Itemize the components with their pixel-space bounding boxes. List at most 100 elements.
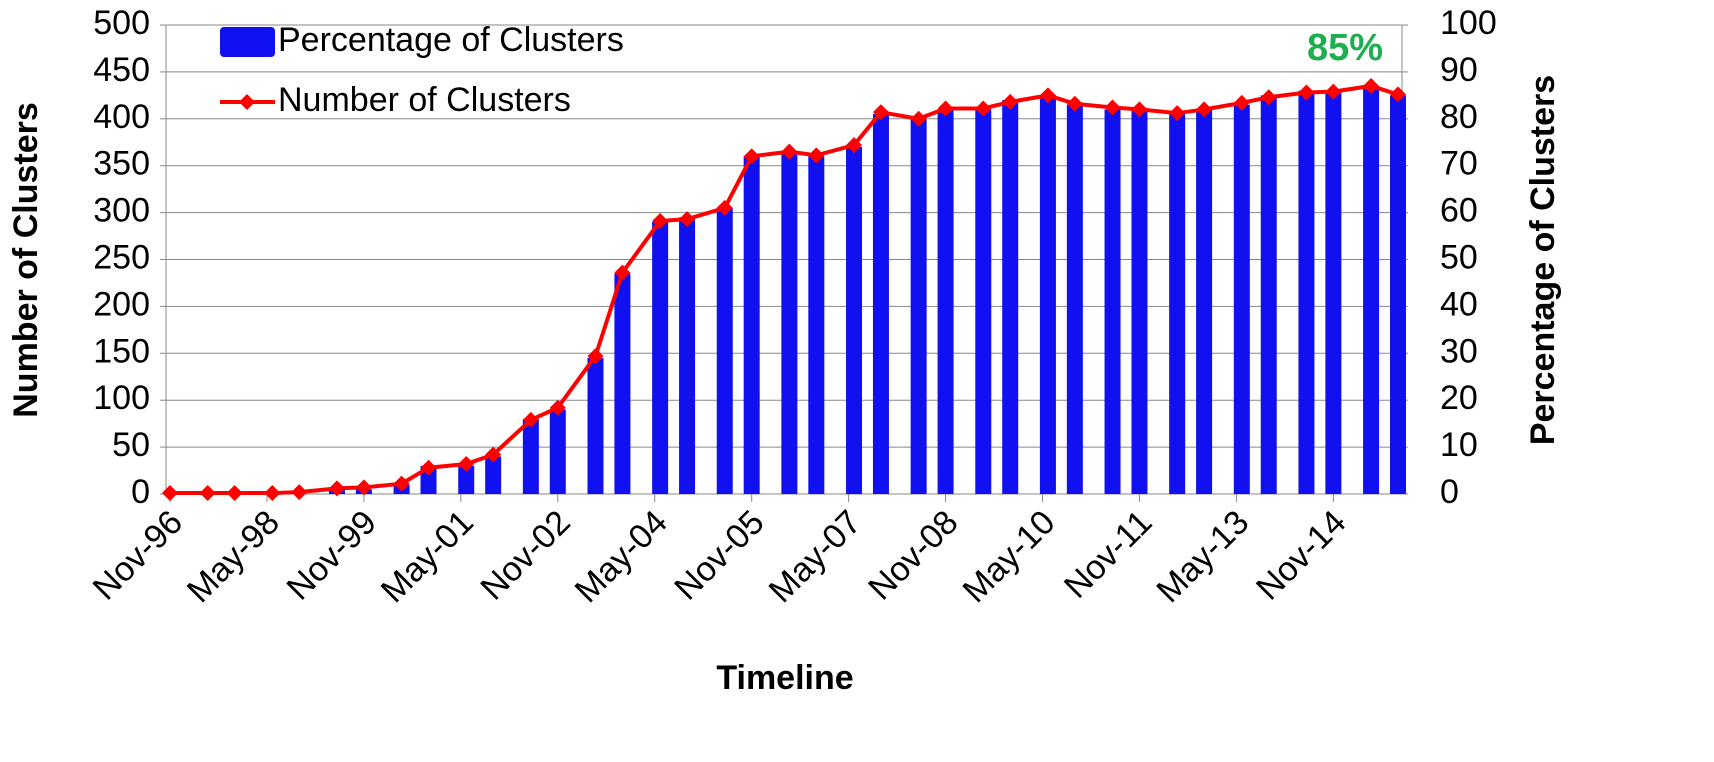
line-marker xyxy=(1260,89,1277,106)
x-axis-title: Timeline xyxy=(716,659,853,697)
x-tick-label: Nov-08 xyxy=(861,503,965,607)
line-marker xyxy=(1169,105,1186,122)
line-marker xyxy=(420,459,437,476)
y-tick-label: 250 xyxy=(93,238,150,276)
bar xyxy=(808,156,825,494)
line-marker xyxy=(291,484,308,501)
line-marker xyxy=(1196,101,1213,118)
y2-tick-label: 30 xyxy=(1440,332,1478,370)
bar xyxy=(846,146,863,494)
line-marker xyxy=(1066,95,1083,112)
y-axis-title: Number of Clusters xyxy=(7,102,45,418)
bar xyxy=(1390,95,1406,494)
bar xyxy=(910,118,927,495)
y-tick-label: 0 xyxy=(131,473,150,511)
bar xyxy=(975,109,992,495)
x-tick-label: May-04 xyxy=(568,503,675,610)
x-tick-label: May-98 xyxy=(180,503,287,610)
line-marker xyxy=(587,348,604,365)
line-marker xyxy=(975,100,992,117)
bar xyxy=(1039,95,1056,494)
line-marker xyxy=(1298,84,1315,101)
bar xyxy=(1325,90,1342,494)
legend-label: Number of Clusters xyxy=(278,81,571,119)
bar xyxy=(614,273,631,494)
bar xyxy=(1066,104,1083,494)
line-marker xyxy=(1325,83,1342,100)
line-marker xyxy=(264,485,281,502)
bar xyxy=(549,409,566,494)
bar xyxy=(485,456,502,494)
y-tick-label: 150 xyxy=(93,332,150,370)
y-tick-label: 500 xyxy=(93,4,150,42)
line-marker xyxy=(679,211,696,228)
line-marker xyxy=(846,137,863,154)
bar xyxy=(743,156,760,494)
line-marker xyxy=(393,475,410,492)
line-marker xyxy=(549,399,566,416)
line-marker xyxy=(1390,86,1406,103)
y-tick-label: 100 xyxy=(93,379,150,417)
line-marker xyxy=(485,446,502,463)
x-tick-label: Nov-14 xyxy=(1249,503,1353,607)
y2-tick-label: 80 xyxy=(1440,98,1478,136)
x-tick-label: May-10 xyxy=(955,503,1062,610)
bar xyxy=(1002,100,1019,494)
bar xyxy=(652,221,669,495)
line-marker xyxy=(458,455,475,472)
line-marker xyxy=(652,213,669,230)
y2-tick-label: 0 xyxy=(1440,473,1459,511)
x-tick-label: Nov-02 xyxy=(473,503,577,607)
bar xyxy=(1233,104,1250,494)
line-marker xyxy=(355,479,372,496)
line-marker xyxy=(1039,87,1056,104)
line-marker xyxy=(162,485,178,502)
line-marker xyxy=(328,480,345,497)
line-marker xyxy=(872,104,889,121)
x-tick-label: Nov-96 xyxy=(86,503,190,607)
bar xyxy=(587,357,604,494)
bar xyxy=(1363,85,1380,494)
y2-tick-label: 60 xyxy=(1440,192,1478,230)
bar xyxy=(458,465,475,494)
y2-tick-label: 70 xyxy=(1440,145,1478,183)
bar xyxy=(522,418,539,494)
y-tick-label: 200 xyxy=(93,285,150,323)
x-tick-label: May-07 xyxy=(762,503,869,610)
line-marker xyxy=(1131,101,1148,118)
x-tick-label: May-13 xyxy=(1149,503,1256,610)
line-marker xyxy=(716,199,733,216)
bar xyxy=(679,217,696,495)
legend-label: Percentage of Clusters xyxy=(278,21,624,59)
y2-tick-label: 20 xyxy=(1440,379,1478,417)
bar xyxy=(1298,90,1315,494)
y-tick-label: 300 xyxy=(93,192,150,230)
y-tick-label: 400 xyxy=(93,98,150,136)
bar xyxy=(1169,114,1186,495)
bar xyxy=(1131,109,1148,495)
x-tick-label: Nov-11 xyxy=(1057,503,1160,606)
legend-marker xyxy=(239,94,255,110)
x-tick-label: May-01 xyxy=(374,503,481,610)
line-marker xyxy=(1233,94,1250,111)
y2-tick-label: 50 xyxy=(1440,238,1478,276)
y2-tick-label: 10 xyxy=(1440,426,1478,464)
line-marker xyxy=(1363,77,1380,94)
y-tick-label: 350 xyxy=(93,145,150,183)
x-tick-label: Nov-99 xyxy=(280,503,384,607)
bar xyxy=(872,114,889,495)
line-marker xyxy=(522,411,539,428)
y2-tick-label: 40 xyxy=(1440,285,1478,323)
line-marker xyxy=(743,148,760,165)
line-marker xyxy=(226,485,243,502)
annotation: 85% xyxy=(1307,27,1383,69)
x-tick-label: Nov-05 xyxy=(667,503,771,607)
bar xyxy=(1260,95,1277,494)
y2-tick-label: 90 xyxy=(1440,51,1478,89)
bar xyxy=(781,151,798,494)
bar xyxy=(1196,109,1213,495)
line-marker xyxy=(614,264,631,281)
legend-swatch xyxy=(220,27,275,57)
bar xyxy=(716,207,733,494)
